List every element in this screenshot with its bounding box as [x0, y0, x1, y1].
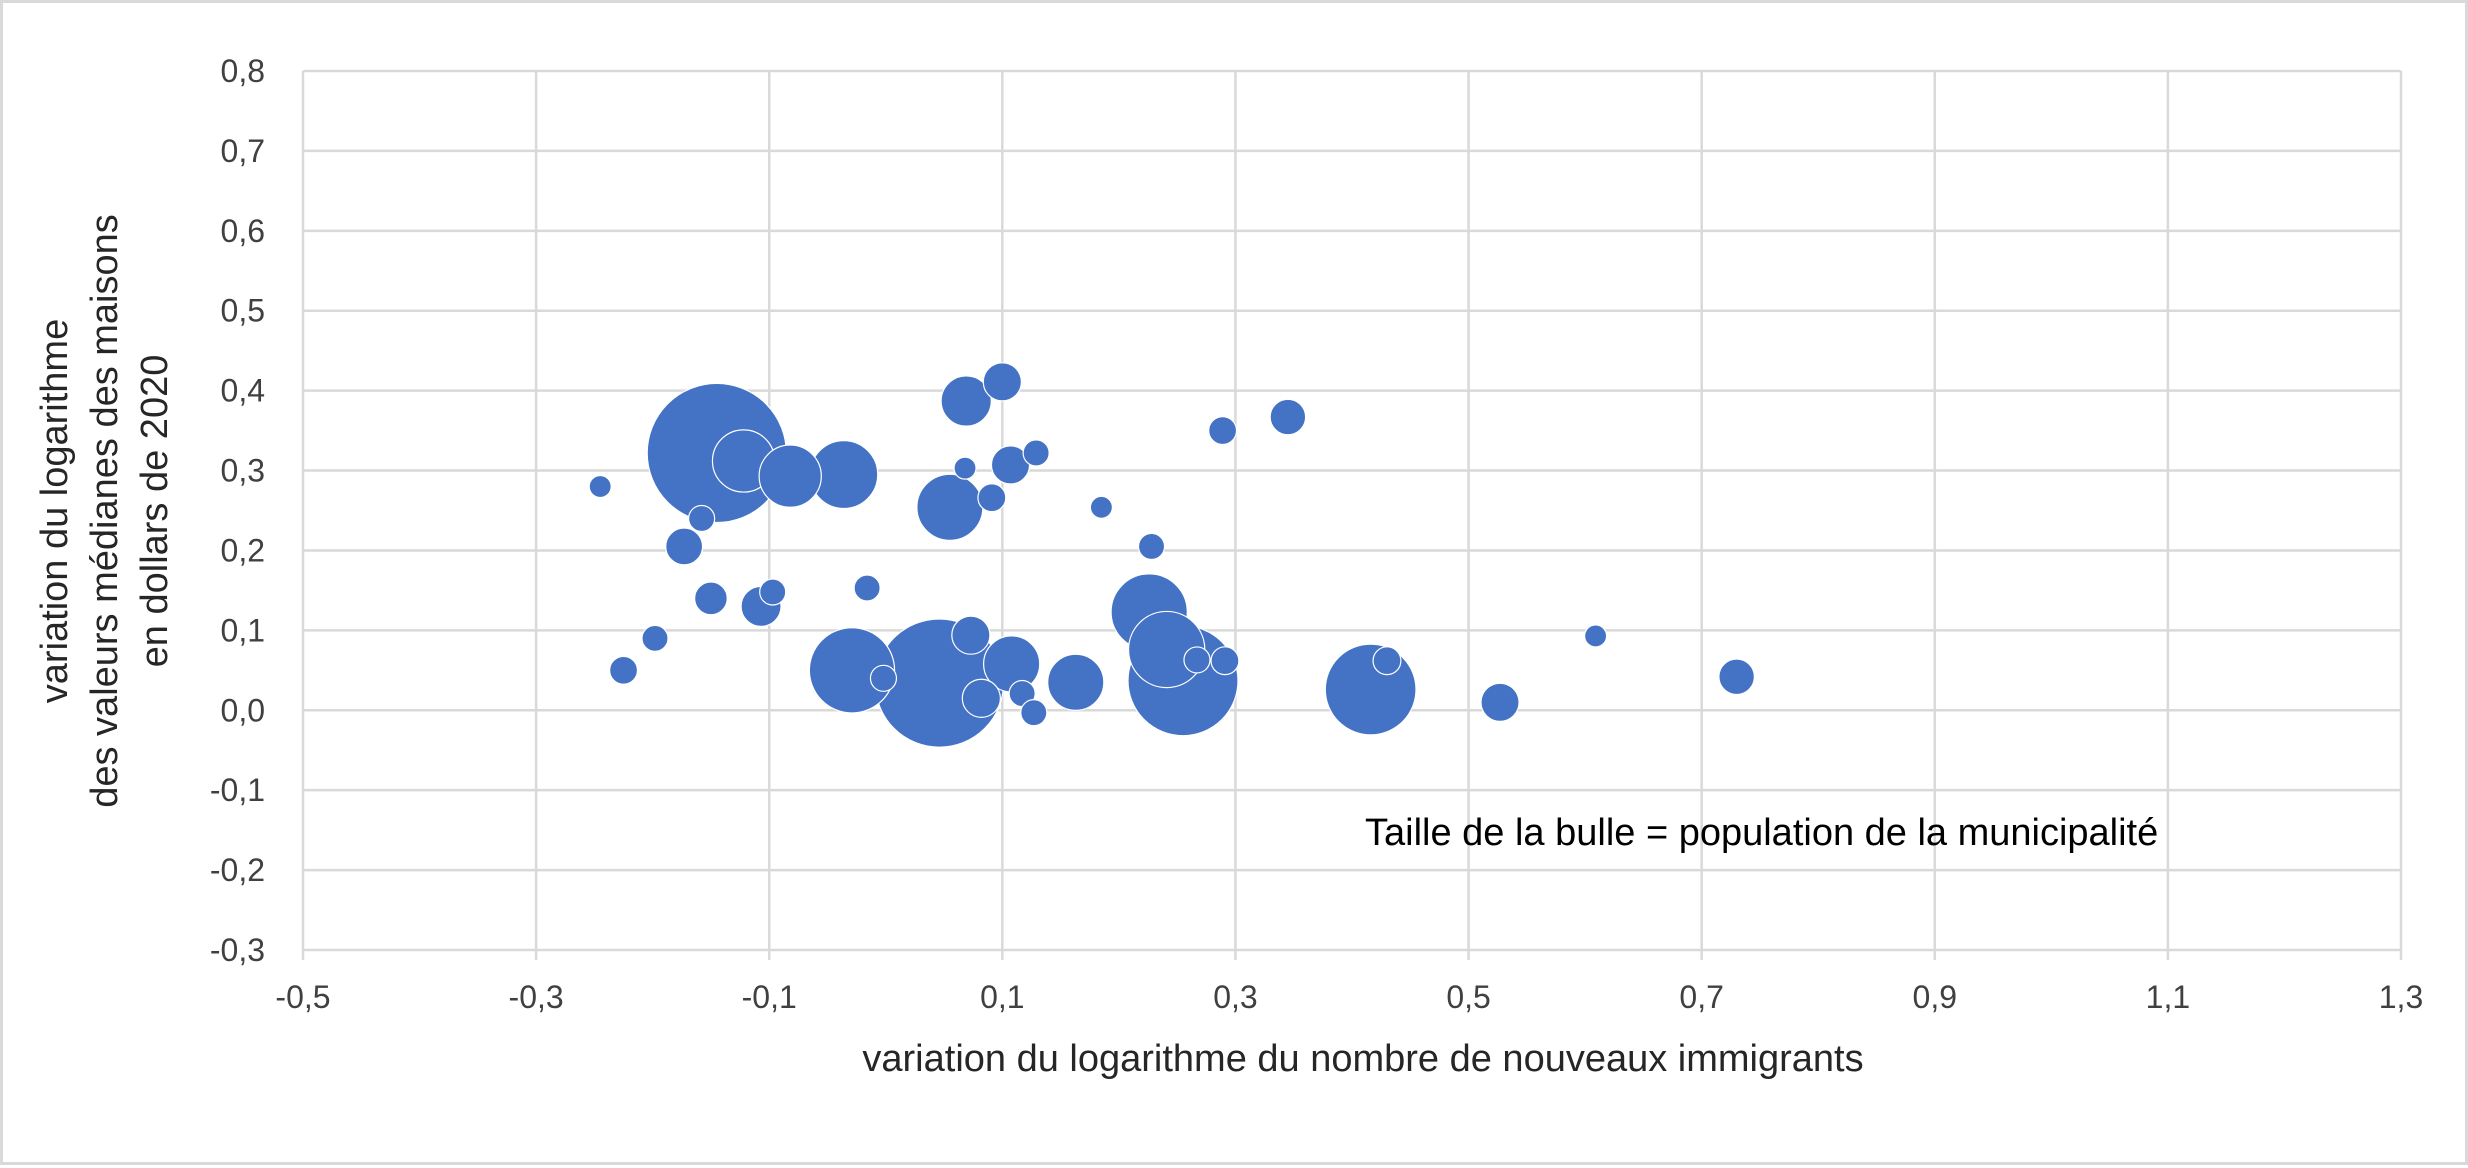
- x-tick-label: 0,1: [980, 979, 1024, 1015]
- y-tick-label: 0,3: [221, 453, 265, 489]
- y-tick-label: -0,2: [210, 852, 265, 888]
- bubble-point: [1324, 643, 1417, 736]
- x-tick-label: -0,3: [509, 979, 564, 1015]
- y-tick-label: 0,1: [221, 612, 265, 648]
- bubble-point: [694, 581, 728, 616]
- y-tick-label: -0,3: [210, 932, 265, 968]
- y-tick-label: 0,8: [221, 53, 265, 89]
- bubble-point: [953, 456, 977, 480]
- bubble-point: [1718, 658, 1755, 696]
- gridlines: [301, 69, 2403, 960]
- bubble-point: [1183, 646, 1211, 674]
- x-tick-label: 0,9: [1913, 979, 1957, 1015]
- bubble-point: [1020, 699, 1048, 727]
- bubble-point: [951, 615, 991, 655]
- bubble-chart-svg: -0,5 -0,3 -0,1 0,1 0,3 0,5 0,7 0,9 1,1 1,3 -0,3-0…: [34, 53, 2423, 1080]
- x-tick-label: -0,5: [275, 979, 330, 1015]
- bubble-point: [1137, 532, 1166, 561]
- bubble-point: [758, 444, 822, 508]
- bubble-point: [853, 574, 881, 602]
- x-tick-label: 1,1: [2146, 979, 2190, 1015]
- bubble-size-annotation: Taille de la bulle = population de la mu…: [1365, 812, 2158, 854]
- x-axis-ticks: -0,5 -0,3 -0,1 0,1 0,3 0,5 0,7 0,9 1,1 1,3: [275, 979, 2423, 1015]
- x-tick-label: 1,3: [2379, 979, 2423, 1015]
- bubble-point: [1372, 646, 1402, 676]
- y-tick-label: 0,5: [221, 293, 265, 329]
- bubble-point: [940, 375, 992, 427]
- bubble-point: [1584, 624, 1608, 648]
- bubble-point: [961, 678, 1002, 718]
- bubble-point: [869, 664, 898, 692]
- bubble-point: [1269, 398, 1307, 436]
- x-axis-title: variation du logarithme du nombre de nou…: [862, 1038, 1863, 1080]
- bubble-point: [665, 527, 704, 566]
- y-tick-label: 0,0: [221, 692, 265, 728]
- y-axis-title: variation du logarithme des valeurs médi…: [34, 214, 176, 808]
- bubble-point: [1480, 682, 1520, 722]
- bubble-series: [588, 362, 1755, 748]
- y-axis-title-line-1: variation du logarithme: [34, 319, 76, 703]
- x-tick-label: 0,3: [1213, 979, 1257, 1015]
- bubble-point: [990, 445, 1031, 485]
- x-tick-label: 0,7: [1679, 979, 1723, 1015]
- y-tick-label: -0,1: [210, 772, 265, 808]
- y-tick-label: 0,6: [221, 213, 265, 249]
- bubble-point: [808, 627, 896, 714]
- y-tick-label: 0,2: [221, 532, 265, 568]
- bubble-point: [1089, 495, 1114, 519]
- bubble-point: [688, 504, 716, 533]
- y-tick-label: 0,4: [221, 373, 265, 409]
- bubble-point: [588, 474, 612, 499]
- y-axis-title-line-2: des valeurs médianes des maisons: [84, 214, 126, 808]
- bubble-point: [759, 578, 787, 606]
- bubble-point: [982, 362, 1022, 402]
- y-axis-title-line-3: en dollars de 2020: [134, 355, 176, 668]
- x-tick-label: -0,1: [742, 979, 797, 1015]
- bubble-point: [977, 483, 1007, 513]
- x-tick-label: 0,5: [1446, 979, 1490, 1015]
- bubble-point: [1210, 646, 1240, 676]
- y-axis-ticks: -0,3 -0,2 -0,1 0,0 0,1 0,2 0,3 0,4 0,5 0,6 0,7 0,8: [210, 53, 265, 968]
- bubble-point: [916, 473, 984, 541]
- bubble-point: [641, 624, 669, 652]
- bubble-point: [1208, 416, 1238, 446]
- y-tick-label: 0,7: [221, 133, 265, 169]
- bubble-point: [1047, 653, 1105, 711]
- bubble-point: [1022, 439, 1050, 467]
- bubble-point: [609, 655, 639, 685]
